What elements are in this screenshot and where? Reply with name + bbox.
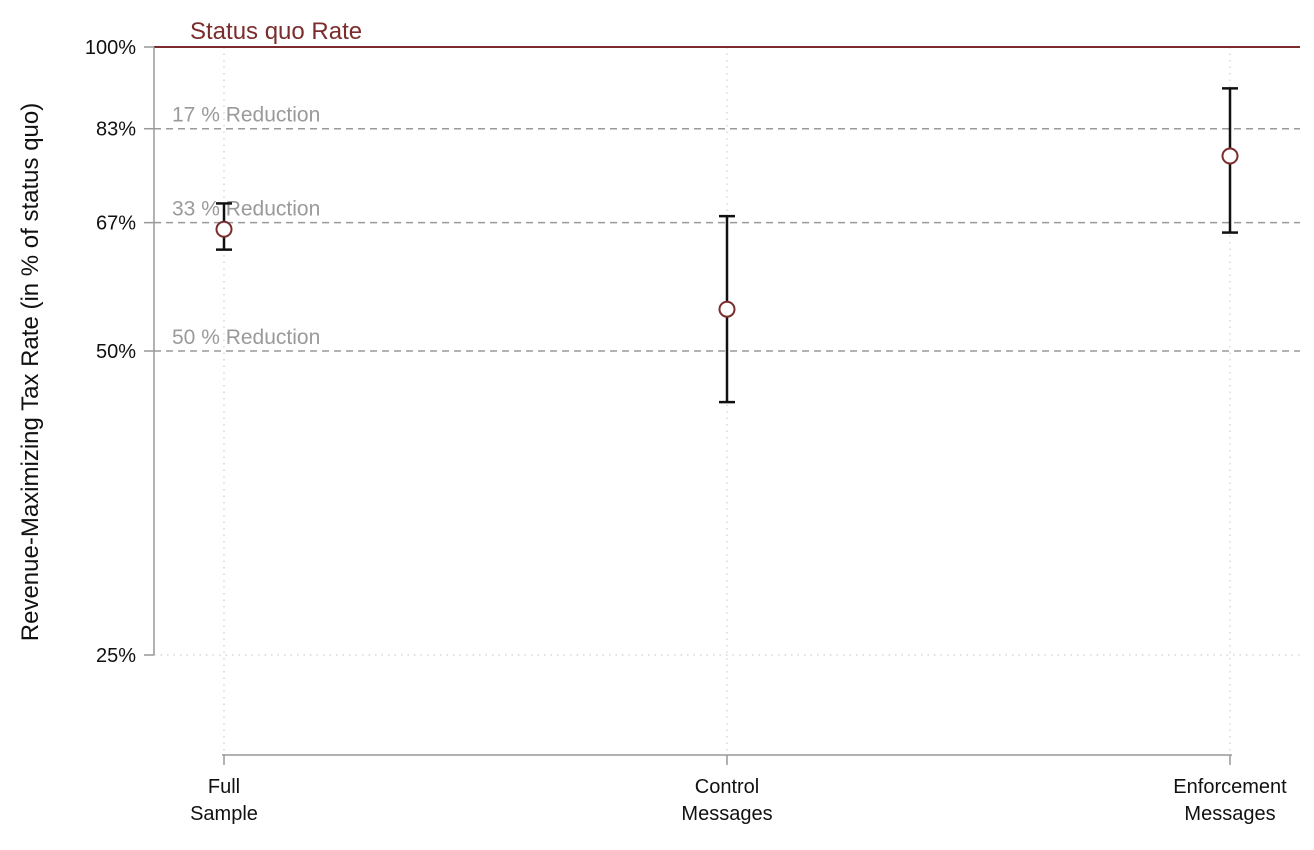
y-tick-label-83: 83% <box>96 119 136 141</box>
y-axis-label: Revenue-Maximizing Tax Rate (in % of sta… <box>17 103 44 641</box>
data-points <box>215 87 1239 404</box>
y-tick-label-67: 67% <box>96 213 136 235</box>
y-tick-label-100: 100% <box>85 37 136 59</box>
axes: 100% 83% 67% 50% 25% Full Sample Control Message… <box>85 37 1287 825</box>
point-marker-2 <box>718 300 736 318</box>
status-quo-label: Status quo Rate <box>190 18 362 45</box>
y-tick-label-25: 25% <box>96 645 136 667</box>
point-marker-1 <box>215 220 233 238</box>
reduction-label-50: 50 % Reduction <box>172 326 320 349</box>
category-label-1-line-1: Full <box>208 776 240 798</box>
reference-lines: Status quo Rate 17 % Reduction 33 % Reduct… <box>154 18 1300 352</box>
y-tick-label-50: 50% <box>96 341 136 363</box>
reduction-label-83: 17 % Reduction <box>172 104 320 127</box>
category-label-1-line-2: Sample <box>190 803 258 825</box>
category-label-2-line-2: Messages <box>681 803 772 825</box>
category-label-3-line-2: Messages <box>1184 803 1275 825</box>
category-label-2-line-1: Control <box>695 776 759 798</box>
category-label-3-line-1: Enforcement <box>1173 776 1287 798</box>
point-marker-3 <box>1221 147 1239 165</box>
reduction-label-67: 33 % Reduction <box>172 198 320 221</box>
